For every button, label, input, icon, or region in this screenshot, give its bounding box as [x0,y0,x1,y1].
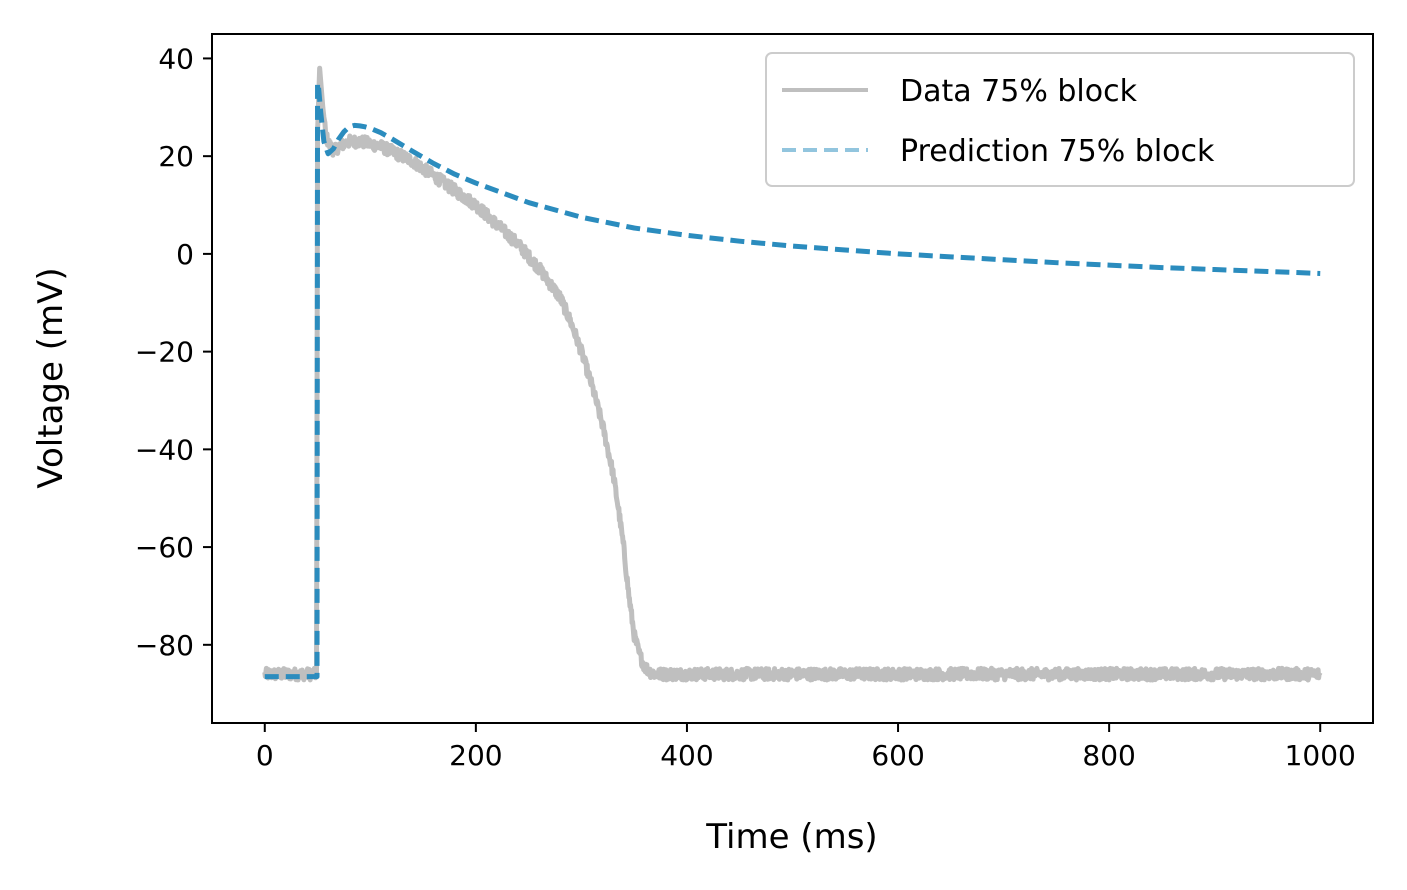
y-tick-label: 40 [158,42,194,75]
y-tick-label: −20 [135,336,194,369]
legend: Data 75% block Prediction 75% block [765,52,1355,187]
x-tick-label: 600 [871,739,924,772]
y-tick-label: −40 [135,433,194,466]
legend-box [765,52,1355,187]
y-tick-label: 0 [176,238,194,271]
x-tick-label: 0 [256,739,274,772]
legend-label-prediction: Prediction 75% block [900,134,1215,169]
x-tick-label: 200 [449,739,502,772]
y-axis: 40 20 0 −20 −40 −60 −80 [135,42,212,662]
series-prediction-line [264,80,1321,680]
x-tick-label: 1000 [1285,739,1356,772]
x-axis: 0 200 400 600 800 1000 [256,723,1356,772]
series-data-line [262,65,1323,683]
y-tick-label: −60 [135,531,194,564]
plot-frame [211,33,1374,724]
y-axis-title: Voltage (mV) [31,267,71,488]
x-tick-label: 400 [660,739,713,772]
y-tick-label: −80 [135,629,194,662]
x-axis-title: Time (ms) [705,817,877,857]
legend-label-data: Data 75% block [900,74,1138,109]
y-tick-label: 20 [158,140,194,173]
x-tick-label: 800 [1082,739,1135,772]
